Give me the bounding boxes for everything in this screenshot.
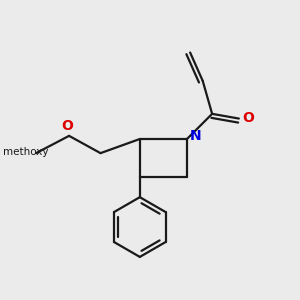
Text: O: O bbox=[61, 119, 74, 134]
Text: O: O bbox=[242, 111, 254, 125]
Text: N: N bbox=[190, 130, 202, 143]
Text: methoxy: methoxy bbox=[3, 147, 49, 157]
